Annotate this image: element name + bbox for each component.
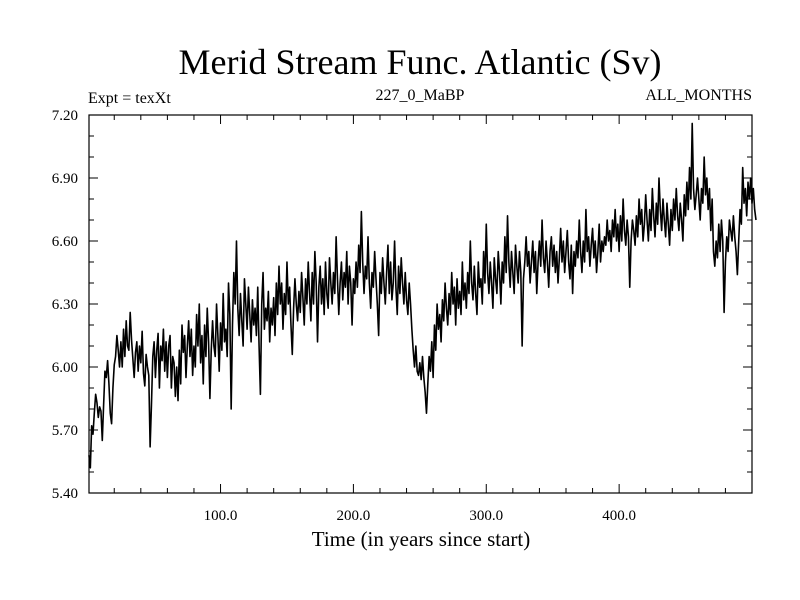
- y-tick-label: 7.20: [52, 108, 78, 124]
- x-axis: 100.0 200.0 300.0 400.0: [113, 115, 726, 524]
- chart-title: Merid Stream Func. Atlantic (Sv): [179, 42, 662, 82]
- x-tick-label: 100.0: [204, 508, 238, 524]
- annotation-experiment: Expt = texXt: [88, 90, 171, 107]
- y-tick-label: 6.00: [52, 360, 78, 376]
- y-tick-label: 6.60: [52, 234, 78, 250]
- y-tick-label: 6.90: [52, 171, 78, 187]
- plot-frame: [88, 114, 753, 494]
- y-tick-label: 5.70: [52, 423, 78, 439]
- y-tick-label: 6.30: [52, 297, 78, 313]
- y-axis: 5.40 5.70 6.00 6.30 6.60 6.90 7.20: [52, 108, 752, 502]
- y-tick-label: 5.40: [52, 486, 78, 502]
- x-tick-label: 300.0: [469, 508, 503, 524]
- x-axis-label: Time (in years since start): [312, 527, 531, 551]
- x-tick-label: 400.0: [602, 508, 636, 524]
- series-line: [88, 122, 757, 469]
- annotation-period: 227_0_MaBP: [376, 87, 465, 104]
- x-tick-label: 200.0: [337, 508, 371, 524]
- annotation-months: ALL_MONTHS: [645, 87, 752, 104]
